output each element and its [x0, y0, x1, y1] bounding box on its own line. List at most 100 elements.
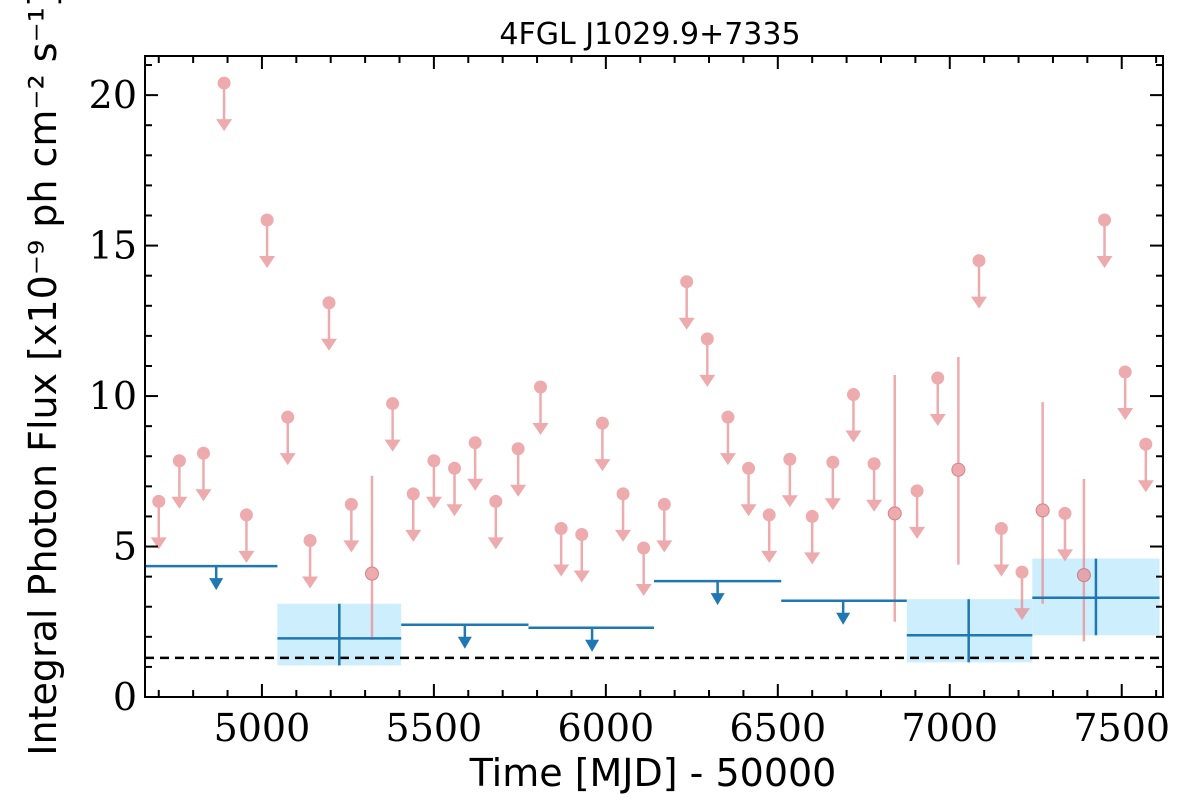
upper-limit-arrowhead — [719, 453, 736, 466]
upper-limit-point — [511, 442, 525, 456]
upper-limit-point — [303, 534, 317, 548]
upper-limit-point — [489, 494, 503, 508]
upper-limit-arrowhead — [238, 550, 255, 563]
detection-marker — [1035, 402, 1050, 604]
upper-limit-marker — [699, 332, 716, 387]
upper-limit-arrowhead — [150, 537, 167, 550]
upper-limit-marker — [425, 454, 442, 509]
upper-limit-point — [386, 397, 400, 411]
upper-limit-arrowhead — [573, 570, 590, 583]
y-axis-title: Integral Photon Flux [x10⁻⁹ ph cm⁻² s⁻¹] — [21, 0, 65, 756]
upper-limit-marker — [573, 527, 590, 583]
upper-limit-point — [448, 461, 462, 475]
upper-limit-arrowhead — [929, 414, 946, 427]
upper-limit-arrowhead — [761, 550, 778, 563]
upper-limit-point — [972, 254, 986, 268]
upper-limit-point — [322, 296, 336, 310]
upper-limit-marker — [320, 296, 337, 351]
upper-limit-point — [427, 454, 441, 468]
upper-limit-arrowhead — [343, 540, 360, 553]
upper-limit-arrowhead — [866, 499, 883, 512]
upper-limit-point — [281, 410, 295, 424]
upper-limit-arrowhead — [1096, 256, 1113, 269]
axes: 5000 5500 6000 6500 7000 7500 0 5 10 15 20 — [89, 56, 1170, 750]
upper-limit-arrowhead — [405, 529, 422, 542]
upper-limit-point — [721, 410, 735, 424]
upper-limit-arrowhead — [1013, 608, 1030, 621]
upper-limit-marker — [1137, 437, 1154, 493]
upper-limit-arrowhead — [615, 529, 632, 542]
upper-limit-arrowhead — [1056, 549, 1073, 562]
upper-limit-point — [910, 484, 924, 498]
upper-limit-marker — [384, 397, 401, 452]
upper-limit-marker — [1096, 213, 1113, 269]
upper-limit-arrowhead — [320, 338, 337, 351]
x-tick-label: 5000 — [214, 706, 311, 750]
upper-limit-arrowhead — [446, 504, 463, 517]
upper-limit-point — [867, 457, 881, 471]
upper-limit-arrowhead — [425, 496, 442, 509]
upper-limit-marker — [594, 416, 611, 472]
upper-limit-marker — [615, 487, 632, 542]
upper-limit-arrowhead — [302, 576, 319, 589]
upper-limit-marker — [405, 487, 422, 542]
upper-limit-point — [846, 388, 860, 402]
upper-limit-marker — [150, 494, 167, 550]
detection-point — [1076, 568, 1091, 583]
upper-limit-point — [1118, 365, 1132, 379]
detection-point — [951, 462, 966, 477]
detection-marker — [364, 475, 379, 640]
upper-limit-marker — [216, 76, 233, 132]
upper-limit-arrowhead — [699, 374, 716, 387]
detection-point — [887, 506, 902, 521]
chart-title: 4FGL J1029.9+7335 — [499, 17, 800, 52]
upper-limit-point — [406, 487, 420, 501]
upper-limit-point — [1098, 213, 1112, 227]
upper-limit-arrowhead — [467, 478, 484, 491]
upper-limit-point — [805, 509, 819, 523]
upper-limit-point — [1015, 565, 1029, 579]
upper-limit-arrowhead — [845, 430, 862, 443]
upper-limit-marker — [929, 371, 946, 427]
upper-limit-marker — [656, 497, 673, 553]
upper-limit-marker — [993, 521, 1010, 577]
x-tick-label: 5500 — [386, 706, 483, 750]
coarse-upper-limit-arrowhead — [836, 612, 851, 625]
plot-frame — [144, 55, 1164, 698]
upper-limit-marker — [678, 275, 695, 330]
upper-limit-arrowhead — [781, 495, 798, 508]
upper-limit-arrowhead — [279, 453, 296, 466]
upper-limit-point — [217, 76, 231, 90]
upper-limit-arrowhead — [1137, 480, 1154, 493]
upper-limit-marker — [1056, 506, 1073, 562]
y-tick-label: 10 — [89, 374, 137, 418]
detection-marker — [1076, 478, 1091, 642]
upper-limit-arrowhead — [909, 526, 926, 539]
upper-limit-point — [534, 380, 548, 394]
upper-limit-arrowhead — [678, 317, 695, 330]
upper-limit-arrowhead — [824, 498, 841, 511]
upper-limit-arrowhead — [993, 564, 1010, 577]
coarse-upper-limit-arrowhead — [209, 578, 224, 591]
y-tick-label: 20 — [89, 73, 137, 117]
upper-limit-arrowhead — [553, 564, 570, 577]
upper-limit-point — [931, 371, 945, 385]
upper-limit-marker — [866, 457, 883, 512]
upper-limit-arrowhead — [171, 496, 188, 509]
y-tick-label: 15 — [89, 224, 137, 268]
y-tick-label: 0 — [113, 675, 137, 719]
upper-limit-arrowhead — [740, 504, 757, 517]
upper-limit-marker — [446, 461, 463, 517]
upper-limit-point — [994, 521, 1008, 535]
upper-limit-marker — [761, 508, 778, 563]
upper-limit-marker — [719, 410, 736, 466]
upper-limit-marker — [804, 509, 821, 565]
detection-point — [1035, 503, 1050, 518]
upper-limit-point — [152, 494, 166, 508]
upper-limit-marker — [553, 521, 570, 577]
upper-limit-arrowhead — [487, 537, 504, 550]
upper-limit-arrowhead — [216, 119, 233, 132]
upper-limit-marker — [343, 497, 360, 553]
upper-limit-arrowhead — [594, 459, 611, 472]
